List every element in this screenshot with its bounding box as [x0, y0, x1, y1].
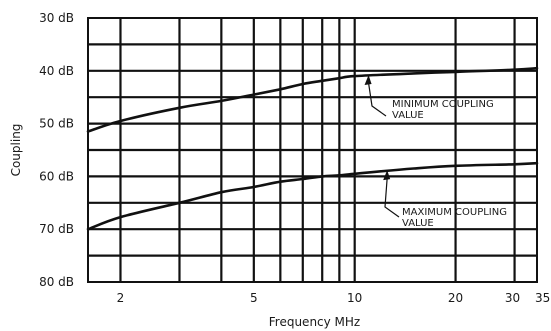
series-line-1 [86, 66, 539, 133]
annotation-label: MAXIMUM COUPLING [402, 207, 507, 218]
series-curves [86, 66, 539, 231]
annotation-label: VALUE [402, 218, 434, 229]
y-tick-labels: 30 dB 40 dB 50 dB 60 dB 70 dB 80 dB [39, 11, 74, 289]
x-tick-label: 20 [448, 291, 463, 305]
annotation-arrowhead [364, 75, 372, 86]
annotation-label: VALUE [392, 110, 424, 121]
grid-lines [88, 18, 537, 282]
x-tick-label: 35 [535, 291, 550, 305]
y-tick-label: 30 dB [39, 11, 74, 25]
x-tick-label: 5 [250, 291, 258, 305]
y-axis-title: Coupling [9, 124, 23, 177]
annotation-leader [384, 178, 400, 218]
plot-frame [87, 17, 538, 283]
x-tick-label: 30 [505, 291, 520, 305]
y-tick-label: 80 dB [39, 275, 74, 289]
annotation-label: MINIMUM COUPLING [392, 99, 494, 110]
y-tick-label: 50 dB [39, 117, 74, 131]
x-tick-label: 2 [117, 291, 125, 305]
x-tick-label: 10 [347, 291, 362, 305]
y-tick-label: 70 dB [39, 222, 74, 236]
series-line-2 [86, 161, 539, 231]
x-tick-labels: 2 5 10 20 30 35 [117, 291, 551, 305]
y-tick-label: 40 dB [39, 64, 74, 78]
y-tick-label: 60 dB [39, 169, 74, 183]
x-axis-title: Frequency MHz [269, 315, 360, 329]
annotation-leader [367, 82, 387, 117]
annotation-arrowhead [383, 170, 391, 181]
